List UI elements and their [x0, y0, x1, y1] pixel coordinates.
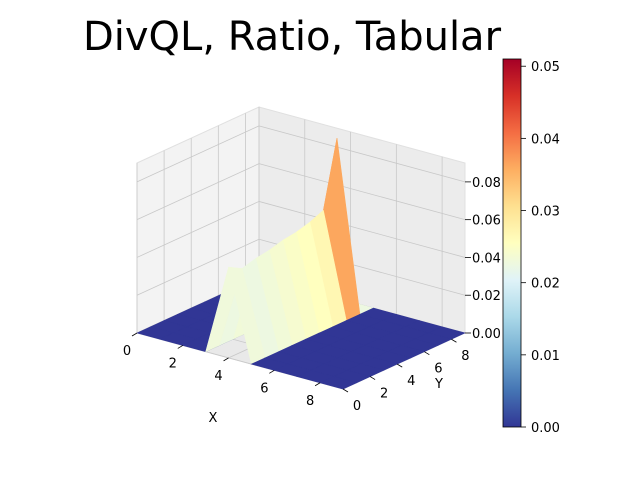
colorbar-gradient [502, 58, 522, 428]
surface-cell [319, 376, 358, 390]
z-tick-label: 0.08 [472, 176, 501, 191]
x-tick-mark [131, 332, 138, 337]
y-axis-label: Y [434, 377, 443, 392]
colorbar-tick-label: 0.03 [531, 205, 560, 220]
y-tick-label: 0 [353, 399, 361, 414]
grid-line-z [258, 125, 466, 183]
y-tick-mark [369, 376, 376, 380]
colorbar-tick-label: 0.01 [531, 349, 560, 364]
grid-line-z [136, 125, 260, 183]
x-tick-label: 6 [260, 381, 268, 396]
y-tick-label: 4 [407, 374, 415, 389]
colorbar-tick-label: 0.00 [531, 421, 560, 436]
x-tick-label: 2 [169, 356, 177, 371]
grid-line-z [136, 163, 260, 221]
z-tick-label: 0.06 [472, 214, 501, 229]
x-tick-label: 4 [214, 369, 222, 384]
colorbar-tick-label: 0.05 [531, 60, 560, 75]
x-tick-label: 8 [306, 394, 314, 409]
y-tick-mark [451, 338, 457, 343]
x-tick-mark [314, 382, 321, 387]
y-tick-label: 8 [461, 349, 469, 364]
z-tick-label: 0.04 [472, 251, 501, 266]
y-tick-mark [397, 363, 403, 368]
y-tick-label: 6 [434, 362, 442, 377]
y-tick-label: 2 [380, 387, 388, 402]
colorbar-tick-label: 0.02 [531, 277, 560, 292]
grid-line-z [258, 201, 466, 258]
surface [136, 138, 466, 390]
colorbar: 0.00 0.01 0.02 0.03 0.04 0.05 [502, 58, 560, 436]
colorbar-tick-label: 0.04 [531, 132, 560, 147]
y-tick-mark [342, 388, 349, 393]
z-tick-label: 0.00 [472, 327, 501, 342]
x-axis-label: X [209, 411, 218, 426]
x-tick-label: 0 [123, 344, 131, 359]
x-tick-mark [223, 357, 229, 362]
chart-title: DivQL, Ratio, Tabular [83, 14, 502, 60]
z-tick-label: 0.02 [472, 289, 501, 304]
x-tick-mark [177, 345, 183, 349]
grid-line-z [136, 201, 260, 258]
grid-line-z [258, 163, 466, 221]
y-tick-mark [424, 351, 430, 356]
x-tick-mark [269, 369, 275, 374]
grid-line-z [136, 238, 260, 296]
